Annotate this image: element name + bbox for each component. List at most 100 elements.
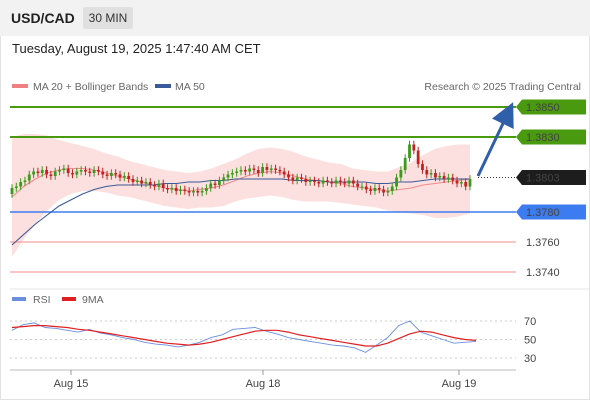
candle-body <box>36 171 40 173</box>
candle-body <box>330 182 334 184</box>
candle-body <box>144 182 148 184</box>
price-levels <box>10 106 516 273</box>
level-tag-1 <box>516 129 586 145</box>
candle-body <box>235 171 239 173</box>
rsi-line <box>11 320 477 353</box>
candle-body <box>118 174 122 178</box>
candle-body <box>40 170 44 173</box>
rsi-tick-label-2: 30 <box>524 353 536 365</box>
candle-body <box>364 186 368 190</box>
candle-body <box>32 171 36 175</box>
candle-body <box>369 189 373 191</box>
level-tag-0 <box>516 99 586 115</box>
ma20-legend-label: MA 20 + Bollinger Bands <box>33 81 148 93</box>
candle-body <box>373 188 377 191</box>
candle-body <box>351 180 355 184</box>
candle-body <box>403 158 407 170</box>
candle-body <box>183 189 187 191</box>
candle-body <box>217 180 221 185</box>
candle-body <box>248 168 252 172</box>
candle-body <box>274 168 277 170</box>
candle-body <box>157 183 161 187</box>
candle-body <box>196 191 200 193</box>
forecast-arrow <box>476 102 514 177</box>
ma9-legend-swatch <box>62 297 76 301</box>
candle-body <box>356 183 360 187</box>
candle-body <box>256 170 260 173</box>
rsi-legend-label: RSI <box>33 294 51 306</box>
candle-body <box>455 180 459 184</box>
candle-body <box>205 188 208 191</box>
candle-body <box>295 177 299 181</box>
candle-body <box>200 191 204 193</box>
candle-body <box>192 191 195 193</box>
candle-body <box>278 170 282 172</box>
candle-body <box>45 170 48 175</box>
level-label-4: 1.3760 <box>526 237 560 249</box>
candle-body <box>300 177 303 179</box>
candle-body <box>170 188 174 190</box>
ma9-legend-label: 9MA <box>82 294 104 306</box>
candle-body <box>179 189 182 191</box>
level-tag-2 <box>516 170 586 185</box>
candle-body <box>338 180 342 182</box>
x-tick-label-1: Aug 18 <box>246 378 281 390</box>
candle-body <box>71 173 74 175</box>
moving-averages <box>11 167 471 246</box>
level-tags: 1.3850 1.3830 1.3803 1.3780 1.3760 1.3740 <box>516 99 586 279</box>
candle-body <box>434 173 437 178</box>
candle-body <box>438 176 442 178</box>
candle-body <box>226 174 230 178</box>
candle-body <box>377 188 381 190</box>
candle-body <box>421 164 424 170</box>
candle-body <box>75 171 79 175</box>
candle-body <box>127 176 131 179</box>
bollinger-band <box>12 134 470 257</box>
candle-body <box>213 183 217 185</box>
candle-body <box>416 150 420 164</box>
candle-body <box>459 182 463 184</box>
candle-body <box>282 171 286 175</box>
candle-body <box>265 167 269 170</box>
candle-body <box>14 186 18 188</box>
candle-body <box>464 182 468 187</box>
timeframe-button[interactable]: 30 MIN <box>83 7 133 29</box>
symbol-label: USD/CAD <box>11 10 75 26</box>
candle-body <box>252 168 256 170</box>
rsi-tick-label-0: 70 <box>524 316 536 328</box>
candle-body <box>334 180 338 184</box>
candle-body <box>399 170 403 178</box>
level-label-1: 1.3830 <box>526 132 560 144</box>
ma20-line <box>11 167 471 198</box>
bollinger-band-area <box>12 134 470 257</box>
level-tag-3 <box>516 204 586 220</box>
candle-body <box>412 144 416 151</box>
ma50-legend-swatch <box>155 84 171 88</box>
candle-body <box>153 185 156 187</box>
candle-body <box>66 168 70 173</box>
header-bar: USD/CAD 30 MIN <box>0 0 590 36</box>
candle-body <box>58 170 61 172</box>
candle-body <box>382 189 385 193</box>
candle-body <box>308 180 312 182</box>
candle-body <box>135 180 139 182</box>
level-label-0: 1.3850 <box>526 102 560 114</box>
candle-body <box>360 186 364 188</box>
candle-body <box>243 170 247 172</box>
candle-body <box>239 170 243 172</box>
candle-body <box>321 180 325 184</box>
candle-body <box>97 170 100 172</box>
candle-body <box>19 182 23 187</box>
level-label-3: 1.3780 <box>526 207 560 219</box>
ma50-legend-label: MA 50 <box>175 81 205 93</box>
candle-body <box>140 180 144 184</box>
timestamp: Tuesday, August 19, 2025 1:47:40 AM CET <box>12 41 261 56</box>
candle-body <box>446 177 450 179</box>
candle-body <box>27 174 31 181</box>
candle-body <box>425 170 429 175</box>
candle-body <box>230 173 234 175</box>
rsi-legend-swatch <box>12 297 26 301</box>
candle-body <box>291 177 295 181</box>
candle-body <box>304 179 308 182</box>
